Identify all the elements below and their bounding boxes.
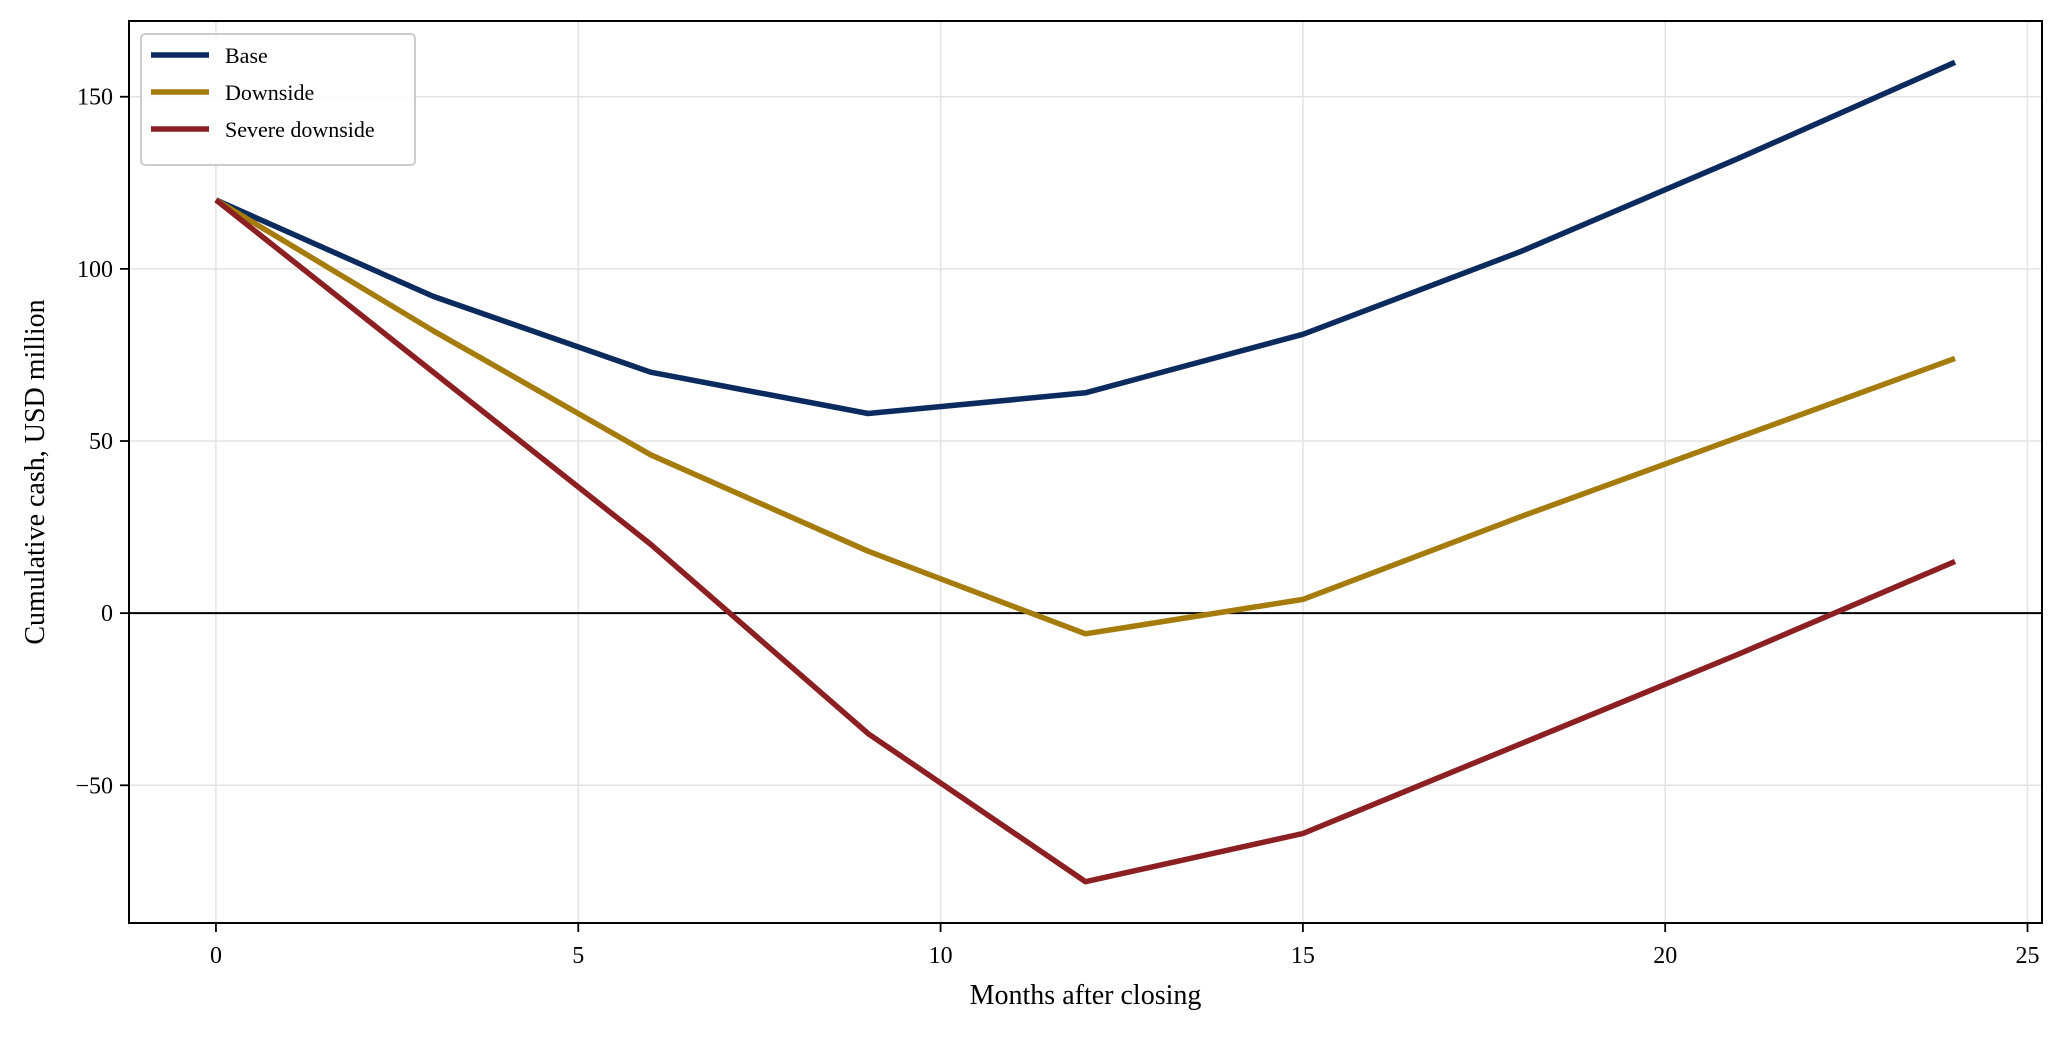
x-tick-label: 0: [210, 943, 222, 969]
plot-area-frame: [128, 20, 2043, 924]
y-axis-ticks: −50 0 50 100 150: [75, 85, 129, 799]
legend: Base Downside Severe downside: [140, 33, 416, 166]
legend-label: Downside: [225, 80, 314, 105]
legend-box: [140, 33, 416, 166]
x-tick-label: 10: [929, 943, 953, 969]
series-lines: [214, 59, 1957, 885]
x-tick-label: 5: [572, 943, 584, 969]
y-tick-label: −50: [75, 773, 113, 799]
y-tick-label: 0: [101, 601, 113, 627]
x-tick-label: 15: [1291, 943, 1315, 969]
series-line-2: [214, 197, 1957, 885]
y-axis-title: Cumulative cash, USD million: [20, 299, 51, 644]
series-line-0: [214, 59, 1957, 417]
legend-label: Severe downside: [225, 117, 375, 142]
y-tick-label: 100: [77, 257, 113, 283]
x-axis-ticks: 0 5 10 15 20 25: [210, 923, 2040, 969]
y-tick-label: 50: [89, 429, 113, 455]
x-axis-title: Months after closing: [970, 980, 1202, 1011]
series-line-1: [214, 197, 1956, 637]
legend-items: Base Downside Severe downside: [151, 43, 375, 142]
legend-label: Base: [225, 43, 268, 68]
x-tick-label: 20: [1653, 943, 1677, 969]
y-tick-label: 150: [77, 85, 113, 111]
x-tick-label: 25: [2016, 943, 2040, 969]
